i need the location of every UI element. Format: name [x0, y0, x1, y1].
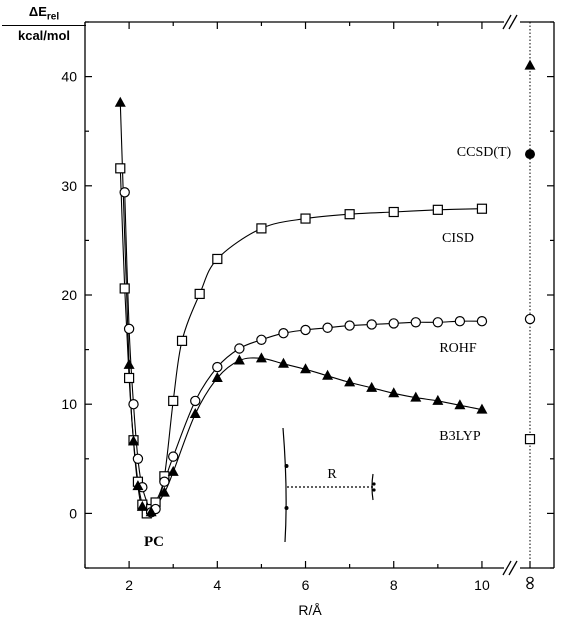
- point-rohf: [389, 319, 398, 328]
- point-cisd: [213, 254, 222, 263]
- y-tick-label: 20: [61, 287, 77, 303]
- point-rohf: [169, 452, 178, 461]
- point-ccsdt-infinity: [525, 149, 535, 159]
- y-tick-label: 0: [69, 505, 77, 521]
- point-cisd: [178, 336, 187, 345]
- y-axis-label: ΔErel kcal/mol: [2, 4, 86, 43]
- x-tick-label: 10: [474, 577, 490, 593]
- point-cisd: [389, 208, 398, 217]
- point-rohf: [120, 188, 129, 197]
- x-tick-label: 8: [390, 577, 398, 593]
- point-rohf: [477, 317, 486, 326]
- x-tick-label-infinity: ∞: [519, 575, 543, 592]
- point-b3lyp: [115, 97, 126, 107]
- point-cisd-infinity: [526, 435, 535, 444]
- point-rohf: [257, 335, 266, 344]
- point-rohf: [160, 477, 169, 486]
- series-labels: CISD ROHF B3LYP CCSD(T): [439, 145, 511, 444]
- point-rohf: [213, 362, 222, 371]
- point-rohf: [235, 344, 244, 353]
- y-tick-label: 10: [61, 396, 77, 412]
- annotation-pc: PC: [144, 534, 164, 550]
- point-b3lyp: [124, 359, 135, 369]
- axis-break-marks: [503, 15, 517, 575]
- molecule-inset-diagram: [283, 428, 376, 542]
- point-rohf: [411, 318, 420, 327]
- point-rohf: [125, 324, 134, 333]
- point-cisd: [345, 210, 354, 219]
- series-label-b3lyp: B3LYP: [439, 429, 481, 444]
- point-cisd: [433, 205, 442, 214]
- y-tick-label: 40: [61, 69, 77, 85]
- point-rohf: [279, 329, 288, 338]
- point-cisd: [257, 224, 266, 233]
- axis-ticks: [85, 22, 554, 568]
- point-rohf: [129, 400, 138, 409]
- curve-rohf: [125, 192, 482, 514]
- point-rohf: [323, 323, 332, 332]
- y-label-sub: rel: [47, 12, 59, 23]
- point-cisd: [169, 396, 178, 405]
- point-rohf: [367, 320, 376, 329]
- x-tick-label: 4: [213, 577, 221, 593]
- point-cisd: [125, 373, 134, 382]
- plot-frame: [85, 22, 554, 568]
- point-rohf: [433, 318, 442, 327]
- point-cisd: [195, 289, 204, 298]
- point-b3lyp-infinity: [525, 60, 536, 70]
- x-tick-label: 2: [125, 577, 133, 593]
- y-tick-label: 30: [61, 178, 77, 194]
- point-cisd: [116, 164, 125, 173]
- series-label-ccsdt: CCSD(T): [457, 145, 512, 160]
- point-rohf: [133, 454, 142, 463]
- point-rohf: [301, 325, 310, 334]
- x-axis-label: R/Å: [260, 602, 360, 618]
- data-markers: [115, 60, 536, 518]
- point-cisd: [301, 214, 310, 223]
- point-cisd: [120, 284, 129, 293]
- series-label-rohf: ROHF: [439, 341, 477, 356]
- point-b3lyp: [256, 352, 267, 362]
- y-label-units: kcal/mol: [2, 26, 86, 43]
- point-rohf: [455, 317, 464, 326]
- annotation-r: R: [327, 467, 337, 482]
- series-label-cisd: CISD: [442, 231, 474, 246]
- point-cisd: [477, 204, 486, 213]
- point-rohf-infinity: [525, 314, 534, 323]
- x-tick-label: 6: [302, 577, 310, 593]
- point-rohf: [345, 321, 354, 330]
- point-rohf: [191, 396, 200, 405]
- y-label-delta-e: ΔE: [29, 4, 47, 19]
